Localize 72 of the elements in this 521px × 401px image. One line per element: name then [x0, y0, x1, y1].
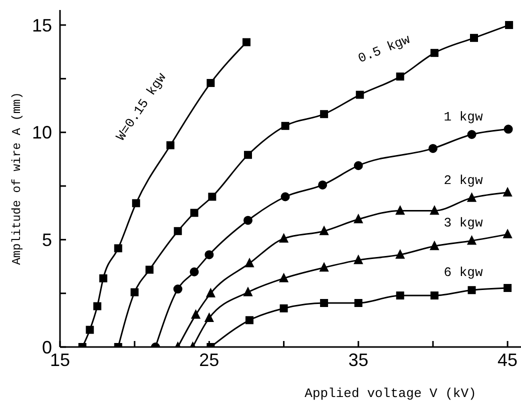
- point: [208, 192, 216, 201]
- point: [428, 144, 438, 153]
- point: [245, 316, 254, 324]
- series-label: 1 kgw: [444, 109, 483, 124]
- point: [503, 187, 512, 196]
- point: [114, 244, 122, 252]
- series-label: 6 kgw: [444, 265, 483, 280]
- point: [396, 291, 404, 300]
- point: [191, 310, 200, 319]
- point: [244, 150, 252, 159]
- point: [504, 124, 513, 134]
- point: [204, 250, 214, 260]
- point: [320, 226, 329, 236]
- point: [280, 304, 288, 312]
- point: [503, 229, 512, 238]
- point: [132, 199, 140, 208]
- point: [206, 288, 216, 298]
- point: [354, 255, 363, 264]
- point: [430, 241, 439, 250]
- point: [173, 284, 182, 294]
- point: [430, 206, 439, 215]
- y-tick-label: 15: [32, 15, 52, 36]
- x-tick-label: 25: [199, 350, 220, 370]
- point: [130, 288, 139, 296]
- point: [396, 72, 404, 81]
- point: [190, 267, 199, 276]
- point: [505, 21, 514, 30]
- x-axis-title: Applied voltage V (kV): [304, 386, 476, 401]
- series-label: 3 kgw: [444, 216, 483, 231]
- point: [396, 206, 405, 215]
- point: [396, 250, 405, 259]
- point: [467, 130, 476, 139]
- point: [470, 34, 478, 42]
- point: [318, 180, 328, 190]
- point: [166, 141, 174, 150]
- point: [206, 78, 215, 87]
- point: [356, 90, 364, 99]
- point: [281, 122, 290, 130]
- point: [244, 258, 254, 268]
- point: [242, 38, 250, 46]
- point: [354, 214, 363, 224]
- point: [468, 286, 476, 294]
- point: [146, 266, 154, 274]
- point: [243, 287, 252, 296]
- x-tick-label: 35: [348, 350, 368, 370]
- point: [93, 302, 102, 310]
- y-tick-label: 0: [42, 337, 52, 358]
- point: [430, 291, 438, 300]
- y-tick-label: 10: [32, 122, 52, 143]
- point: [279, 234, 288, 243]
- point: [190, 208, 198, 217]
- point: [430, 48, 438, 57]
- point: [204, 313, 214, 322]
- x-tick-label: 45: [498, 350, 518, 370]
- y-tick-label: 5: [42, 230, 52, 250]
- point: [174, 227, 182, 236]
- point: [467, 192, 476, 202]
- point: [320, 298, 328, 307]
- point: [86, 326, 94, 334]
- point: [467, 236, 476, 245]
- point: [320, 110, 328, 118]
- y-axis-title: Amplitude of wire A (mm): [10, 92, 24, 265]
- point: [354, 298, 362, 307]
- point: [279, 273, 288, 282]
- point: [243, 216, 252, 225]
- series-label: 2 kgw: [444, 172, 483, 188]
- text: 0.5 kgw: [356, 32, 412, 66]
- point: [320, 262, 329, 272]
- point: [280, 192, 290, 202]
- point: [504, 284, 512, 292]
- point: [99, 274, 108, 282]
- point: [354, 161, 363, 170]
